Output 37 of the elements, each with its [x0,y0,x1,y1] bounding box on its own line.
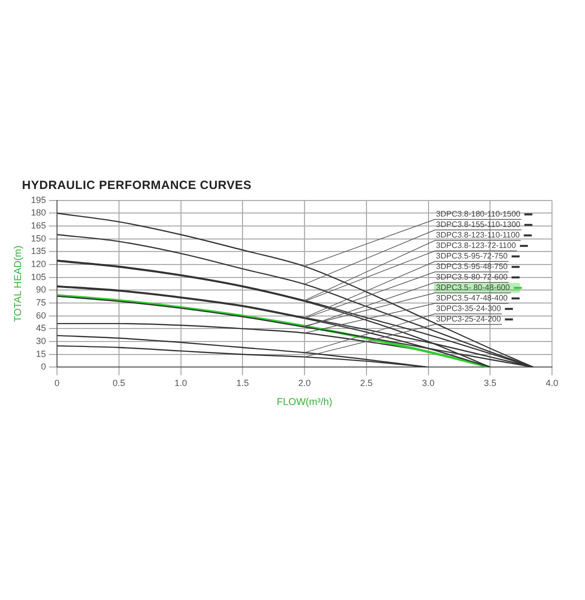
x-tick-label: 1.5 [236,378,249,388]
legend-label: 3DPC3-35-24-300 [436,304,502,314]
legend-label: 3DPC3.8-180-110-1500 [436,210,521,219]
legend-label: 3DPC3-25-24-200 [436,314,502,324]
chart-title: HYDRAULIC PERFORMANCE CURVES [22,178,253,192]
x-tick-label: 2.5 [360,378,373,388]
x-tick-label: 4.0 [546,378,558,388]
x-tick-label: 2.0 [298,378,311,388]
y-tick-label: 180 [30,208,46,218]
y-axis-title: TOTAL HEAD(m) [12,246,24,322]
x-tick-label: 3.0 [422,378,435,388]
legend-label: 3DPC3.8-155-110-1300 [436,220,521,230]
legend-label: 3DPC3.5-95-72-750 [436,252,508,261]
y-tick-label: 0 [41,362,46,372]
legend-label: 3DPC3.8-123-110-1100 [436,230,520,240]
y-tick-label: 165 [30,220,46,231]
legend-label: 3DPC3.5-47-48-400 [436,294,508,303]
y-tick-label: 45 [36,323,46,334]
x-tick-label: 0.5 [112,378,126,388]
y-tick-label: 90 [36,284,46,295]
y-tick-label: 15 [36,348,46,359]
x-axis-title: FLOW(m³/h) [276,396,332,408]
legend-label: 3DPC3.5-95-48-750 [436,262,508,272]
y-tick-label: 75 [36,298,46,308]
y-tick-label: 60 [36,310,46,320]
x-tick-label: 1.0 [174,378,188,388]
y-tick-label: 30 [36,336,46,346]
y-tick-label: 150 [30,233,46,244]
y-tick-label: 195 [30,194,46,205]
legend-label: 3DPC3.5- 80-48-600 [436,283,510,292]
legend-label: 3DPC3.8-123-72-1100 [436,241,516,250]
y-tick-label: 135 [30,246,46,256]
y-tick-label: 105 [30,272,46,282]
x-tick-label: 0 [54,378,60,388]
y-tick-label: 120 [30,259,46,270]
x-tick-label: 3.5 [484,378,496,388]
legend-label: 3DPC3.5-80-72-600 [436,272,508,282]
